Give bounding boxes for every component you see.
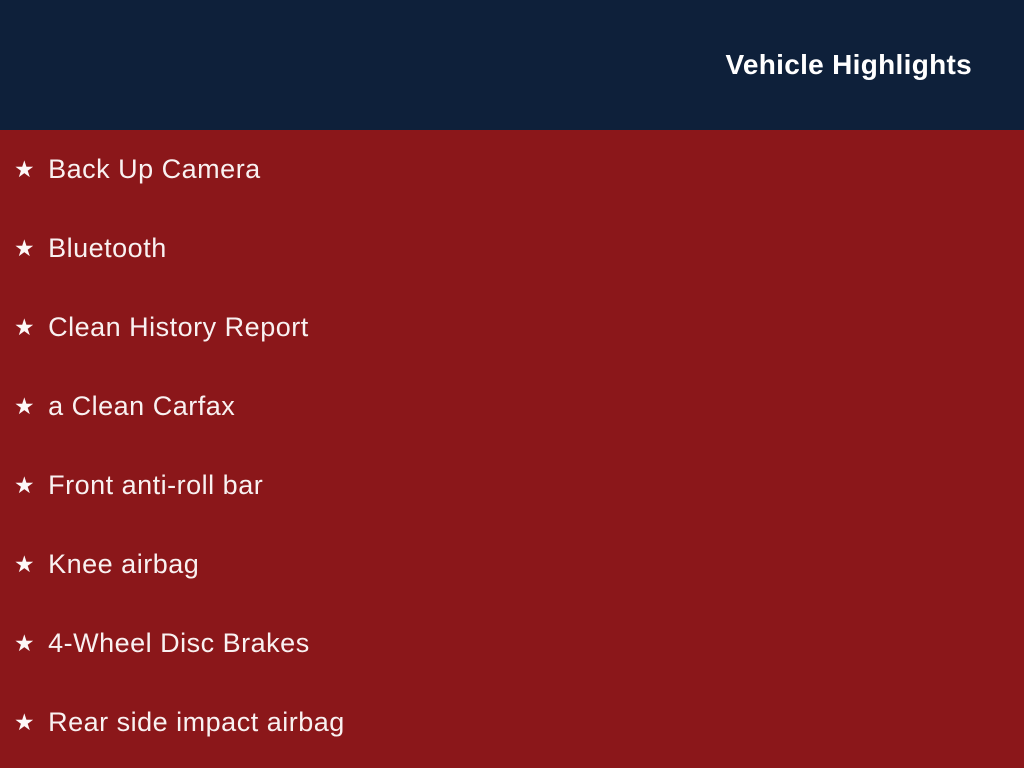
highlight-list: ★ Back Up Camera ★ Bluetooth ★ Clean His…	[0, 130, 1024, 762]
highlight-label: Back Up Camera	[48, 153, 261, 184]
slide-body: ★ Back Up Camera ★ Bluetooth ★ Clean His…	[0, 130, 1024, 768]
star-icon: ★	[14, 235, 36, 261]
star-icon: ★	[14, 551, 36, 577]
list-item: ★ Clean History Report	[0, 288, 1024, 367]
list-item: ★ 4-Wheel Disc Brakes	[0, 604, 1024, 683]
list-item: ★ Knee airbag	[0, 525, 1024, 604]
star-icon: ★	[14, 314, 36, 340]
list-item: ★ Front anti-roll bar	[0, 446, 1024, 525]
list-item: ★ Back Up Camera	[0, 130, 1024, 209]
highlight-label: Rear side impact airbag	[48, 706, 345, 737]
highlight-label: Front anti-roll bar	[48, 469, 264, 500]
list-item: ★ Bluetooth	[0, 209, 1024, 288]
star-icon: ★	[14, 472, 36, 498]
highlight-label: 4-Wheel Disc Brakes	[48, 627, 310, 658]
highlight-label: a Clean Carfax	[48, 390, 236, 421]
star-icon: ★	[14, 393, 36, 419]
highlight-label: Bluetooth	[48, 232, 167, 263]
list-item: ★ a Clean Carfax	[0, 367, 1024, 446]
highlight-label: Knee airbag	[48, 548, 200, 579]
page-title: Vehicle Highlights	[725, 49, 972, 80]
list-item: ★ Rear side impact airbag	[0, 683, 1024, 762]
star-icon: ★	[14, 156, 36, 182]
highlight-label: Clean History Report	[48, 311, 309, 342]
star-icon: ★	[14, 709, 36, 735]
star-icon: ★	[14, 630, 36, 656]
slide-header: Vehicle Highlights	[0, 0, 1024, 130]
